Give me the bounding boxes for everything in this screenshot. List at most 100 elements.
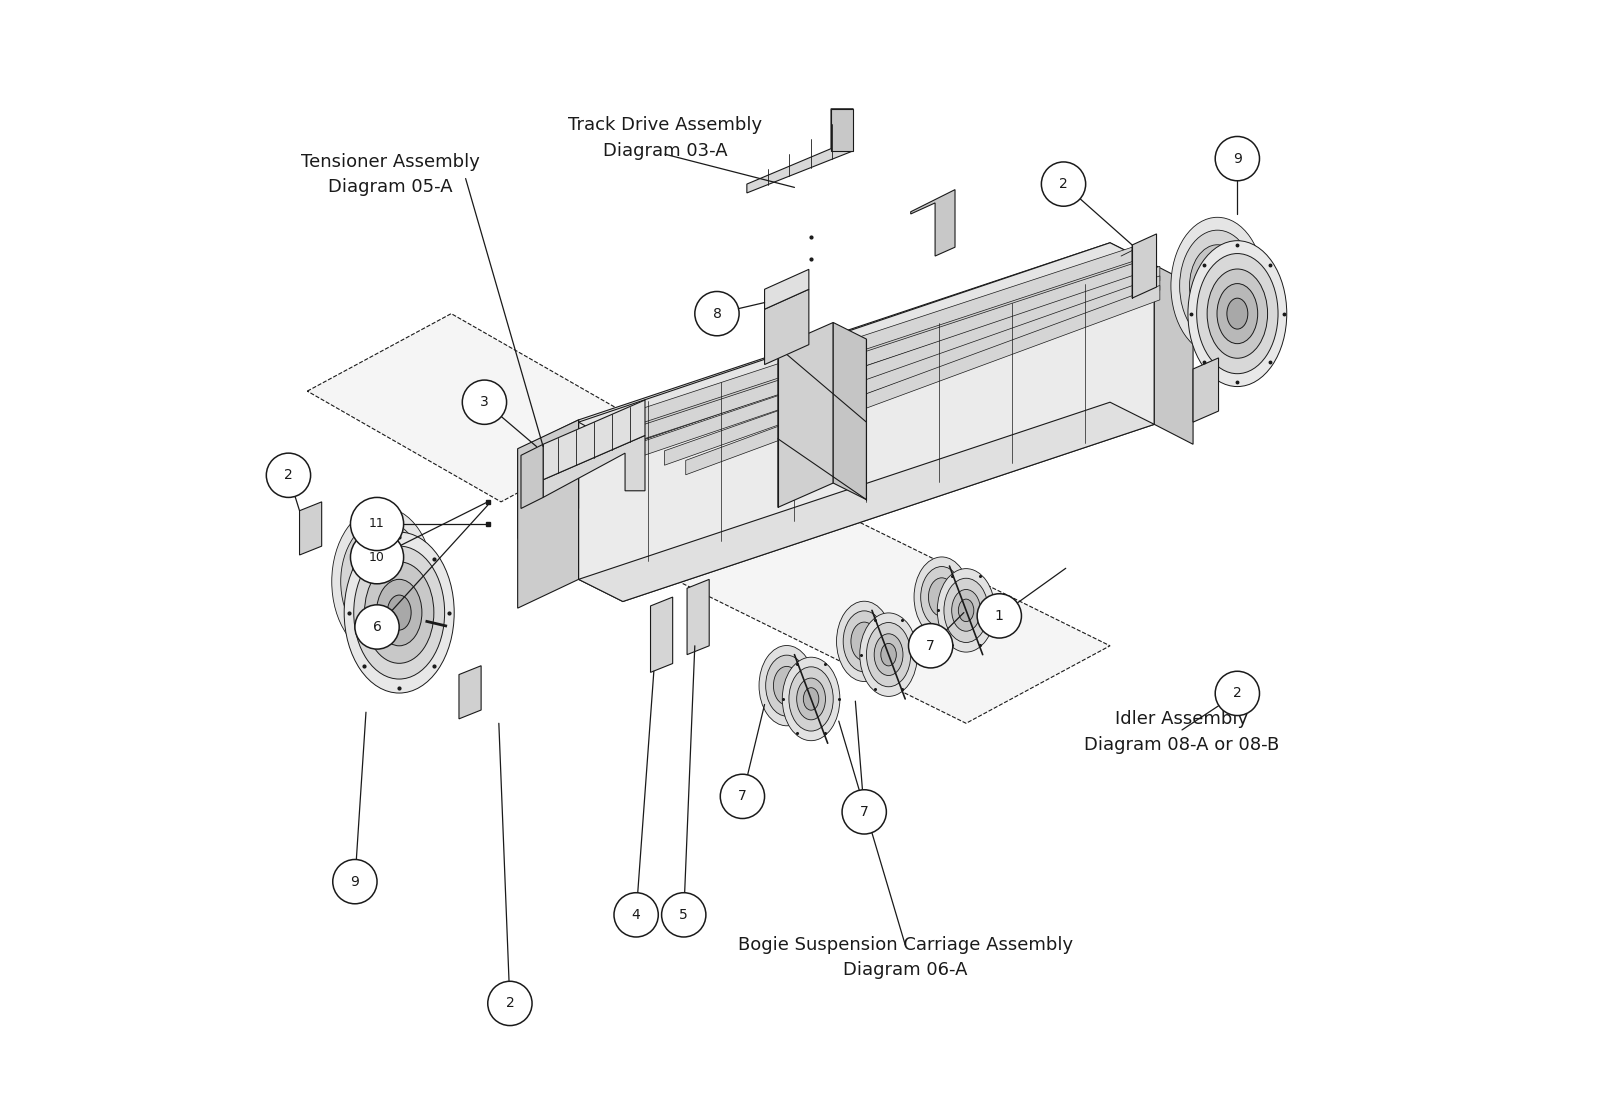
Ellipse shape — [352, 536, 414, 627]
Text: Diagram 06-A: Diagram 06-A — [843, 961, 968, 979]
Ellipse shape — [1187, 241, 1286, 386]
Text: 7: 7 — [926, 638, 934, 653]
Circle shape — [1042, 162, 1086, 206]
Polygon shape — [778, 323, 834, 507]
Circle shape — [350, 531, 403, 584]
Polygon shape — [299, 502, 322, 555]
Ellipse shape — [859, 613, 917, 696]
Polygon shape — [765, 270, 810, 310]
Circle shape — [909, 624, 952, 668]
Text: 5: 5 — [680, 908, 688, 921]
Ellipse shape — [1218, 283, 1258, 344]
Polygon shape — [664, 276, 1160, 465]
Text: 9: 9 — [350, 875, 360, 889]
Polygon shape — [579, 243, 1154, 602]
Ellipse shape — [843, 610, 885, 672]
Ellipse shape — [344, 532, 454, 693]
Polygon shape — [834, 323, 867, 500]
Ellipse shape — [1206, 269, 1267, 359]
Ellipse shape — [1197, 253, 1278, 374]
Ellipse shape — [1179, 230, 1256, 342]
Polygon shape — [1133, 234, 1157, 299]
Circle shape — [1216, 672, 1259, 716]
Circle shape — [694, 292, 739, 335]
Polygon shape — [651, 597, 672, 673]
Polygon shape — [765, 290, 810, 364]
Text: 7: 7 — [859, 805, 869, 819]
Ellipse shape — [837, 602, 891, 682]
Ellipse shape — [952, 589, 981, 632]
Polygon shape — [622, 256, 1154, 446]
Text: 2: 2 — [1234, 686, 1242, 700]
Text: Track Drive Assembly: Track Drive Assembly — [568, 117, 762, 134]
Ellipse shape — [341, 521, 424, 643]
Ellipse shape — [867, 623, 910, 687]
Ellipse shape — [920, 566, 963, 627]
Polygon shape — [1154, 265, 1194, 444]
Text: 11: 11 — [370, 517, 386, 531]
Circle shape — [978, 594, 1021, 638]
Text: 2: 2 — [506, 997, 514, 1010]
Ellipse shape — [354, 546, 445, 679]
Ellipse shape — [882, 644, 896, 666]
Text: 2: 2 — [285, 468, 293, 482]
Circle shape — [720, 775, 765, 818]
Ellipse shape — [928, 578, 955, 616]
Circle shape — [842, 789, 886, 834]
Ellipse shape — [387, 595, 411, 630]
Ellipse shape — [773, 666, 800, 705]
Text: Diagram 03-A: Diagram 03-A — [603, 142, 728, 160]
Ellipse shape — [376, 579, 422, 646]
Circle shape — [488, 981, 533, 1026]
Text: Diagram 08-A or 08-B: Diagram 08-A or 08-B — [1085, 736, 1280, 755]
Polygon shape — [643, 266, 1160, 456]
Ellipse shape — [938, 568, 995, 652]
Ellipse shape — [331, 507, 434, 656]
Text: 8: 8 — [712, 306, 722, 321]
Ellipse shape — [958, 599, 974, 622]
Polygon shape — [686, 285, 1160, 475]
Circle shape — [355, 605, 398, 649]
Polygon shape — [518, 420, 579, 538]
Text: Bogie Suspension Carriage Assembly: Bogie Suspension Carriage Assembly — [738, 936, 1072, 953]
Circle shape — [661, 892, 706, 937]
Polygon shape — [542, 400, 645, 480]
Circle shape — [333, 859, 378, 904]
Ellipse shape — [803, 688, 819, 710]
Polygon shape — [830, 109, 853, 151]
Ellipse shape — [914, 557, 970, 637]
Text: 10: 10 — [370, 551, 386, 564]
Polygon shape — [747, 109, 853, 193]
Ellipse shape — [851, 622, 877, 660]
Text: 7: 7 — [738, 789, 747, 804]
Text: 1: 1 — [995, 609, 1003, 623]
Ellipse shape — [797, 678, 826, 719]
Polygon shape — [522, 444, 542, 508]
Ellipse shape — [782, 657, 840, 740]
Polygon shape — [579, 243, 1154, 446]
Circle shape — [462, 380, 507, 424]
Ellipse shape — [874, 634, 902, 676]
Ellipse shape — [1189, 245, 1245, 327]
Text: Tensioner Assembly: Tensioner Assembly — [301, 153, 480, 171]
Text: 6: 6 — [373, 620, 381, 634]
Text: Diagram 05-A: Diagram 05-A — [328, 179, 453, 196]
Polygon shape — [910, 190, 955, 256]
Polygon shape — [587, 254, 1146, 450]
Text: 9: 9 — [1234, 152, 1242, 165]
Ellipse shape — [789, 667, 834, 731]
Text: 3: 3 — [480, 395, 490, 410]
Text: 2: 2 — [1059, 178, 1067, 191]
Circle shape — [350, 497, 403, 551]
Polygon shape — [542, 435, 645, 497]
Polygon shape — [307, 314, 645, 502]
Ellipse shape — [944, 578, 989, 643]
Circle shape — [614, 892, 658, 937]
Polygon shape — [1194, 357, 1219, 422]
Circle shape — [266, 453, 310, 497]
Ellipse shape — [1227, 299, 1248, 329]
Ellipse shape — [1171, 218, 1264, 354]
Polygon shape — [518, 420, 579, 608]
Text: 4: 4 — [632, 908, 640, 921]
Ellipse shape — [766, 655, 808, 716]
